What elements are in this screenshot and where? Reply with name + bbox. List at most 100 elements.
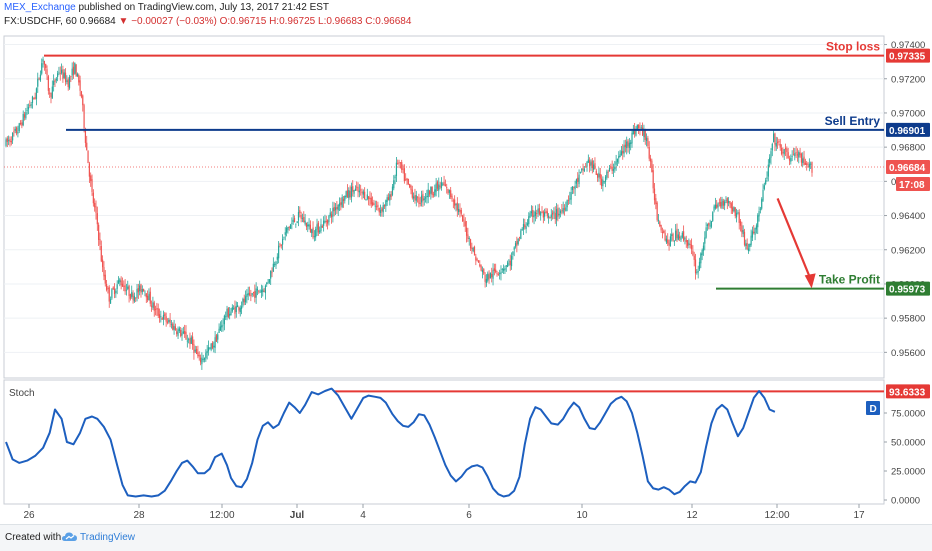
candle-body (297, 212, 300, 221)
candle-body (378, 207, 380, 213)
candle (133, 292, 135, 303)
candle (348, 187, 350, 205)
candle (238, 306, 240, 314)
candle-body (786, 148, 788, 153)
stochastic-indicator: Stoch 75.0000 50.0000 25.0000 0.0000 93.6333 D (5, 384, 930, 507)
candle-body (254, 291, 256, 298)
candle-body (59, 73, 61, 74)
candle (652, 164, 654, 194)
candle (268, 279, 270, 284)
candle-body (184, 330, 186, 334)
candle (112, 286, 114, 290)
candle-body (496, 273, 498, 274)
candle-body (140, 284, 142, 293)
candle-body (526, 223, 529, 226)
candle-body (139, 285, 141, 292)
candle (720, 196, 722, 209)
candle-body (193, 344, 195, 354)
candle (573, 186, 575, 194)
candle-body (578, 174, 580, 185)
candle-body (156, 308, 158, 310)
candle-body (587, 159, 589, 163)
candle-body (49, 92, 51, 94)
candle-body (86, 142, 88, 151)
candle-body (149, 291, 151, 304)
candle-body (717, 203, 719, 208)
candle-body (358, 190, 360, 193)
candle (12, 132, 14, 144)
candle (275, 260, 277, 269)
candle (697, 265, 699, 279)
tradingview-brand[interactable]: TradingView (80, 532, 136, 543)
candle-body (366, 194, 368, 199)
candle-body (557, 207, 559, 217)
candle-body (737, 212, 739, 214)
candle (59, 66, 61, 81)
candle (667, 233, 669, 247)
candle (243, 294, 245, 306)
publisher-link[interactable]: MEX_Exchange (4, 2, 76, 13)
candle (271, 267, 273, 278)
candle-body (282, 238, 284, 245)
candle (497, 272, 499, 276)
candle-body (790, 157, 792, 162)
candle (683, 225, 685, 242)
candle (622, 144, 624, 160)
candle-body (162, 314, 165, 320)
candle-body (742, 230, 744, 235)
candle-body (771, 143, 773, 151)
candle-body (231, 307, 233, 312)
candle-body (467, 234, 469, 239)
candle-body (185, 331, 187, 340)
candle-body (567, 200, 570, 201)
candle (659, 220, 661, 228)
candle-body (317, 222, 319, 233)
candle (309, 220, 312, 233)
candle-body (394, 176, 396, 179)
candle-body (533, 215, 535, 218)
candle (267, 279, 269, 285)
candle-body (488, 274, 490, 280)
candle (203, 357, 206, 363)
candle-body (95, 206, 97, 213)
candle-body (423, 198, 425, 201)
price-tick-label: 0.97400 (891, 40, 925, 51)
candle-body (579, 171, 581, 173)
candle (344, 195, 346, 204)
candle-body (649, 158, 652, 162)
candle-body (627, 140, 629, 147)
candle (285, 225, 288, 237)
candle (150, 300, 153, 312)
stoch-title: Stoch (9, 388, 35, 399)
candle (431, 186, 433, 198)
candle-body (783, 149, 785, 155)
candle (627, 139, 629, 153)
candle-body (157, 308, 159, 316)
candle-body (160, 316, 162, 318)
candle-body (292, 219, 294, 223)
candle-body (720, 201, 722, 207)
candle (679, 231, 681, 242)
candle (258, 290, 260, 294)
candle (192, 332, 194, 350)
candle (702, 242, 705, 256)
candle (505, 265, 507, 272)
candle-body (121, 283, 124, 287)
candle (195, 346, 198, 355)
candle-body (585, 166, 587, 168)
candle (70, 75, 72, 83)
candle (51, 80, 53, 99)
candle-body (327, 220, 329, 224)
candle-body (620, 151, 623, 156)
chart-area[interactable]: 0.974000.972000.970000.968000.966000.964… (0, 0, 932, 524)
candle-body (705, 227, 707, 238)
candle-body (182, 331, 184, 334)
candle (655, 193, 657, 210)
candle (84, 127, 87, 148)
candle-body (313, 236, 315, 238)
candle-body (385, 200, 387, 207)
candle (458, 203, 460, 215)
candle (251, 293, 253, 298)
candle-body (357, 186, 359, 192)
candle (233, 305, 235, 310)
